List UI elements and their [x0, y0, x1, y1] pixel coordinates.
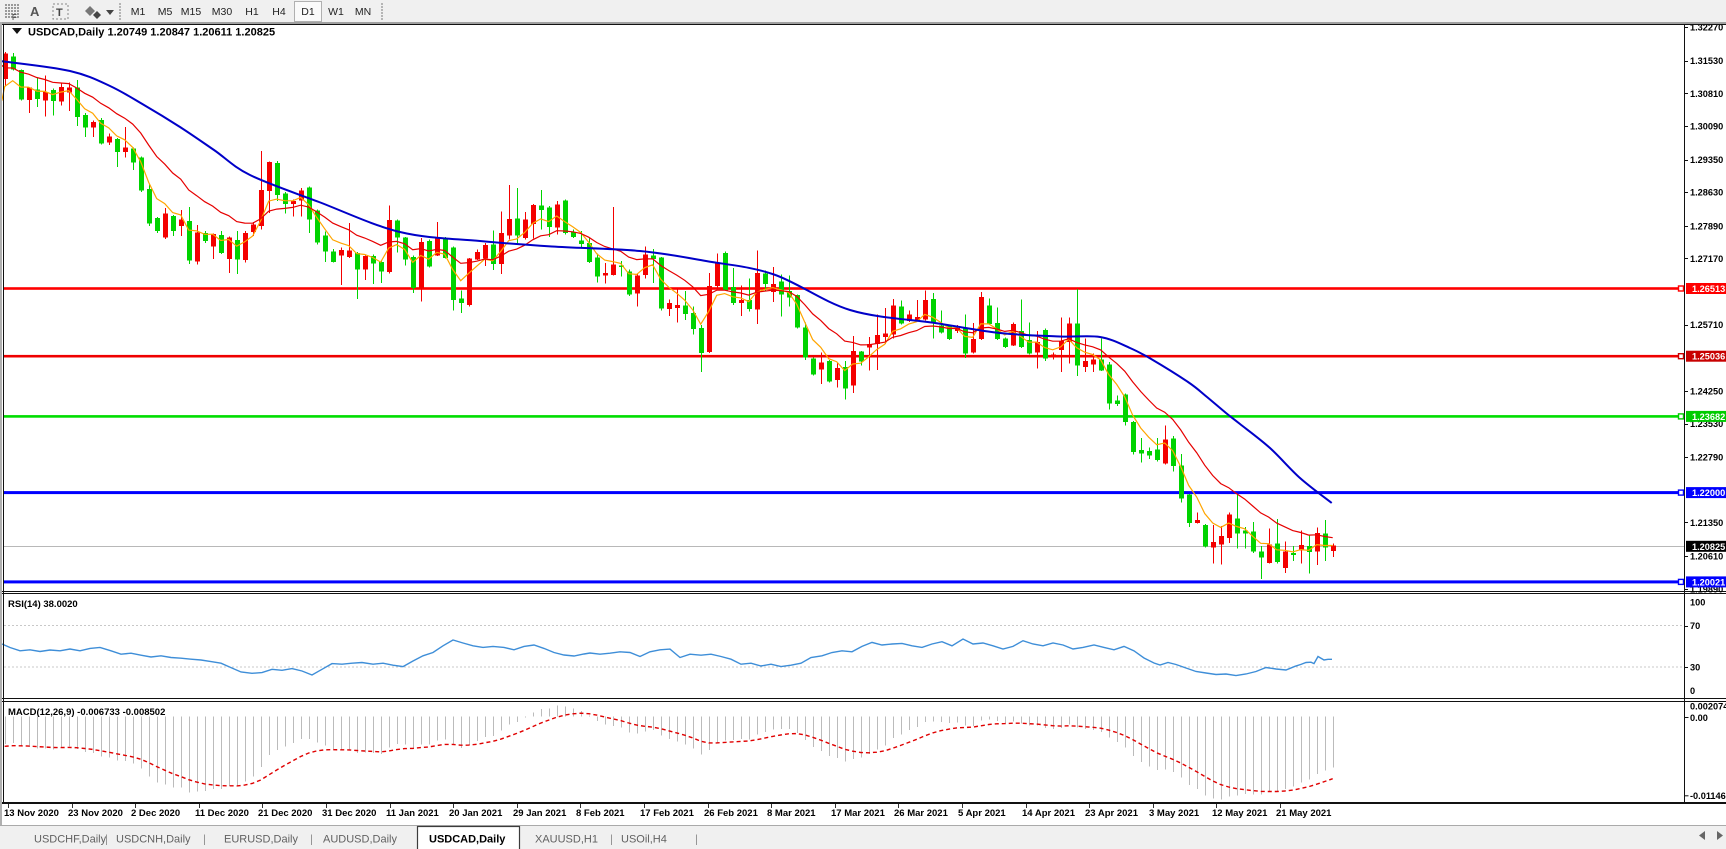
- svg-text:1.20610: 1.20610: [1690, 552, 1723, 562]
- svg-text:1.21350: 1.21350: [1690, 518, 1723, 528]
- svg-text:17 Mar 2021: 17 Mar 2021: [831, 808, 886, 819]
- svg-text:1.27890: 1.27890: [1690, 221, 1723, 231]
- svg-text:M1: M1: [131, 6, 146, 18]
- svg-text:1.20021: 1.20021: [1692, 577, 1725, 587]
- svg-text:USDCNH,Daily: USDCNH,Daily: [116, 834, 191, 846]
- svg-text:USOil,H4: USOil,H4: [621, 834, 667, 846]
- svg-text:100: 100: [1690, 598, 1705, 608]
- svg-text:|: |: [310, 834, 313, 846]
- svg-text:29 Jan 2021: 29 Jan 2021: [513, 808, 567, 819]
- svg-text:H4: H4: [272, 6, 286, 18]
- svg-text:70: 70: [1690, 621, 1700, 631]
- svg-text:W1: W1: [328, 6, 344, 18]
- svg-text:1.30090: 1.30090: [1690, 122, 1723, 132]
- svg-text:MACD(12,26,9) -0.006733 -0.008: MACD(12,26,9) -0.006733 -0.008502: [8, 707, 165, 718]
- svg-text:23 Nov 2020: 23 Nov 2020: [68, 808, 123, 819]
- svg-text:F: F: [12, 13, 17, 22]
- svg-text:-0.011462: -0.011462: [1690, 791, 1726, 801]
- svg-text:1.22000: 1.22000: [1692, 488, 1725, 498]
- svg-text:USDCAD,Daily 1.20749 1.20847: USDCAD,Daily 1.20749 1.20847 1.20611 1.2…: [28, 27, 275, 39]
- svg-text:1.25710: 1.25710: [1690, 320, 1723, 330]
- svg-text:USDCHF,Daily: USDCHF,Daily: [34, 834, 107, 846]
- svg-text:A: A: [30, 4, 40, 19]
- svg-text:USDCAD,Daily: USDCAD,Daily: [429, 834, 506, 846]
- svg-text:0: 0: [1690, 686, 1695, 696]
- svg-text:3 May 2021: 3 May 2021: [1149, 808, 1200, 819]
- svg-text:M30: M30: [212, 6, 233, 18]
- svg-text:|: |: [203, 834, 206, 846]
- svg-text:8 Mar 2021: 8 Mar 2021: [767, 808, 816, 819]
- svg-text:AUDUSD,Daily: AUDUSD,Daily: [323, 834, 397, 846]
- svg-text:1.22790: 1.22790: [1690, 453, 1723, 463]
- svg-text:D1: D1: [301, 6, 315, 18]
- svg-text:1.27170: 1.27170: [1690, 254, 1723, 264]
- svg-text:1.19890: 1.19890: [1690, 584, 1723, 594]
- svg-text:11 Dec 2020: 11 Dec 2020: [195, 808, 249, 819]
- svg-text:17 Feb 2021: 17 Feb 2021: [640, 808, 695, 819]
- svg-text:1.29350: 1.29350: [1690, 155, 1723, 165]
- svg-text:1.32270: 1.32270: [1690, 23, 1723, 33]
- svg-text:20 Jan 2021: 20 Jan 2021: [449, 808, 503, 819]
- svg-text:M15: M15: [181, 6, 202, 18]
- svg-text:1.30810: 1.30810: [1690, 89, 1723, 99]
- svg-text:14 Apr 2021: 14 Apr 2021: [1022, 808, 1076, 819]
- svg-text:1.31530: 1.31530: [1690, 56, 1723, 66]
- svg-text:1.23682: 1.23682: [1692, 412, 1725, 422]
- svg-text:1.26513: 1.26513: [1692, 284, 1725, 294]
- svg-text:31 Dec 2020: 31 Dec 2020: [322, 808, 376, 819]
- svg-text:H1: H1: [245, 6, 259, 18]
- svg-text:21 Dec 2020: 21 Dec 2020: [258, 808, 312, 819]
- svg-text:1.24250: 1.24250: [1690, 387, 1723, 397]
- svg-text:MN: MN: [355, 6, 371, 18]
- svg-text:8 Feb 2021: 8 Feb 2021: [576, 808, 625, 819]
- svg-text:0.00: 0.00: [1690, 713, 1708, 723]
- svg-text:2 Dec 2020: 2 Dec 2020: [131, 808, 180, 819]
- svg-text:26 Feb 2021: 26 Feb 2021: [704, 808, 759, 819]
- svg-text:23 Apr 2021: 23 Apr 2021: [1085, 808, 1139, 819]
- svg-text:21 May 2021: 21 May 2021: [1276, 808, 1332, 819]
- svg-text:12 May 2021: 12 May 2021: [1212, 808, 1268, 819]
- svg-text:1.28630: 1.28630: [1690, 188, 1723, 198]
- svg-text:RSI(14) 38.0020: RSI(14) 38.0020: [8, 599, 78, 610]
- svg-text:M5: M5: [158, 6, 173, 18]
- svg-text:T: T: [56, 7, 63, 19]
- svg-text:5 Apr 2021: 5 Apr 2021: [958, 808, 1006, 819]
- svg-text:1.25036: 1.25036: [1692, 352, 1725, 362]
- svg-text:1.23530: 1.23530: [1690, 419, 1723, 429]
- svg-text:26 Mar 2021: 26 Mar 2021: [894, 808, 949, 819]
- svg-text:|: |: [105, 834, 108, 846]
- svg-text:|: |: [610, 834, 613, 846]
- svg-text:30: 30: [1690, 662, 1700, 672]
- svg-text:|: |: [695, 834, 698, 846]
- svg-text:11 Jan 2021: 11 Jan 2021: [386, 808, 440, 819]
- svg-text:0.002074: 0.002074: [1690, 702, 1726, 712]
- svg-text:XAUUSD,H1: XAUUSD,H1: [535, 834, 598, 846]
- svg-text:EURUSD,Daily: EURUSD,Daily: [224, 834, 298, 846]
- svg-text:1.20825: 1.20825: [1692, 542, 1725, 552]
- svg-text:13 Nov 2020: 13 Nov 2020: [4, 808, 59, 819]
